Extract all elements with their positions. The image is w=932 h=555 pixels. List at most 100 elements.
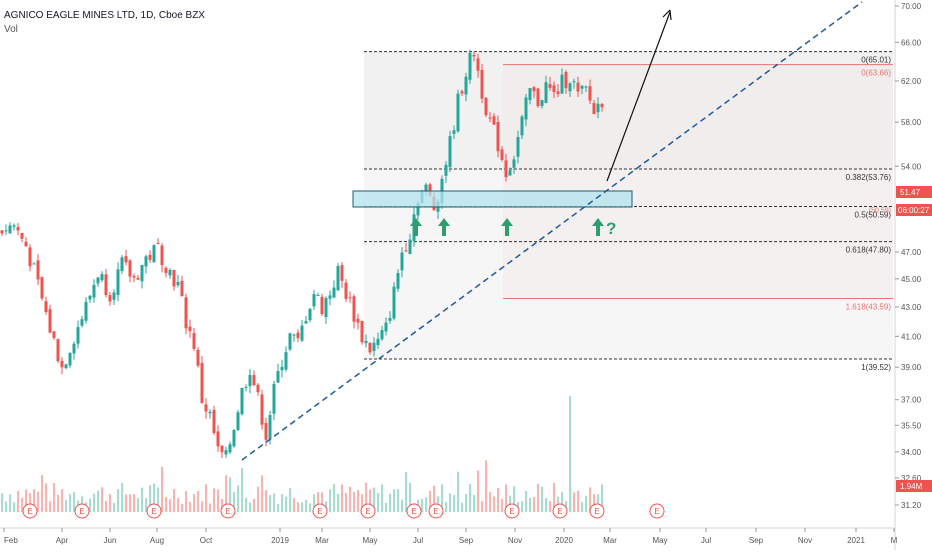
time-axis-tick-label: May (652, 536, 667, 545)
candle-body (204, 404, 208, 412)
volume-bar (501, 498, 504, 512)
earnings-marker-icon[interactable] (360, 503, 376, 519)
volume-bar (409, 482, 412, 512)
time-axis-tick-label: Jul (413, 536, 423, 545)
candle-body (536, 88, 540, 107)
volume-bar (513, 486, 516, 512)
earnings-marker-icon[interactable] (220, 503, 236, 519)
candle-body (244, 386, 248, 388)
time-axis-tick-label: Aug (150, 536, 164, 545)
candle-body (476, 58, 480, 71)
volume-bar (69, 494, 72, 512)
candle-body (456, 93, 460, 132)
volume-bar (457, 471, 460, 512)
time-axis-tick-label: Nov (508, 536, 522, 545)
candle-body (516, 136, 520, 157)
volume-bar (165, 496, 168, 512)
candle-body (512, 159, 516, 168)
earnings-marker-icon[interactable] (552, 503, 568, 519)
time-axis-tick-label: Oct (200, 536, 213, 545)
volume-bar (109, 494, 112, 512)
price-axis-tick-label: 62.00 (901, 77, 922, 86)
volume-bar (65, 500, 68, 512)
volume-bar (397, 489, 400, 512)
volume-tag (896, 480, 932, 492)
earnings-marker-icon[interactable] (312, 503, 328, 519)
candle-body (68, 353, 72, 366)
volume-bar (577, 490, 580, 512)
candle-body (104, 274, 108, 296)
candle-body (560, 74, 564, 94)
volume-bar (389, 493, 392, 512)
countdown-tag (896, 204, 932, 216)
volume-bar (361, 494, 364, 512)
trend-line[interactable] (241, 1, 863, 461)
candle-body (584, 86, 588, 88)
price-axis-tick-label: 66.00 (901, 38, 922, 47)
volume-bar (53, 482, 56, 512)
candle-body (424, 184, 428, 192)
candle-body (224, 450, 228, 455)
candle-body (588, 86, 592, 101)
price-axis-tick-label: 47.00 (901, 248, 922, 257)
candle-body (84, 301, 88, 321)
volume-bar (289, 488, 292, 512)
volume-bar (237, 485, 240, 512)
earnings-marker-label: E (557, 507, 562, 516)
candle-body (404, 250, 408, 252)
earnings-marker-icon[interactable] (428, 503, 444, 519)
projection-arrow[interactable] (606, 11, 671, 182)
volume-bar (529, 497, 532, 512)
volume-bar (285, 496, 288, 512)
candle-body (136, 277, 140, 280)
volume-bar (553, 482, 556, 512)
volume-bar (9, 494, 12, 512)
volume-bar (541, 486, 544, 512)
volume-bar (305, 499, 308, 512)
candle-body (280, 366, 284, 371)
candle-body (384, 322, 388, 332)
volume-bar (365, 482, 368, 512)
earnings-marker-icon[interactable] (146, 503, 162, 519)
earnings-marker-icon[interactable] (649, 503, 665, 519)
candle-body (524, 97, 528, 120)
volume-bar (213, 488, 216, 512)
volume-bar (89, 498, 92, 512)
candle-body (340, 265, 344, 281)
volume-bar (357, 490, 360, 512)
candle-body (52, 331, 56, 339)
volume-bar (173, 488, 176, 512)
candle-body (216, 431, 220, 447)
volume-bar (261, 475, 264, 512)
volume-bar (353, 492, 356, 512)
earnings-marker-icon[interactable] (406, 503, 422, 519)
volume-bar (533, 496, 536, 512)
volume-bar (265, 490, 268, 512)
time-axis-tick-label: Jul (701, 536, 711, 545)
candle-body (92, 284, 96, 298)
fib-extension-label: 0(63.66) (861, 69, 891, 78)
volume-bar (197, 491, 200, 512)
candle-body (504, 160, 508, 178)
volume-bar (393, 489, 396, 512)
time-axis-tick-label: May (362, 536, 377, 545)
earnings-marker-icon[interactable] (589, 503, 605, 519)
candle-body (492, 116, 496, 125)
candle-body (488, 117, 492, 119)
candle-body (316, 294, 320, 296)
volume-bar (297, 502, 300, 512)
volume-bar (593, 494, 596, 512)
candle-body (336, 266, 340, 291)
support-zone-box[interactable] (352, 190, 633, 208)
earnings-marker-icon[interactable] (74, 503, 90, 519)
volume-bar (61, 489, 64, 512)
volume-bar (329, 489, 332, 512)
earnings-marker-icon[interactable] (504, 503, 520, 519)
candle-body (392, 286, 396, 319)
volume-bar (425, 497, 428, 512)
candle-body (196, 349, 200, 366)
candle-body (360, 321, 364, 343)
earnings-marker-icon[interactable] (22, 503, 38, 519)
